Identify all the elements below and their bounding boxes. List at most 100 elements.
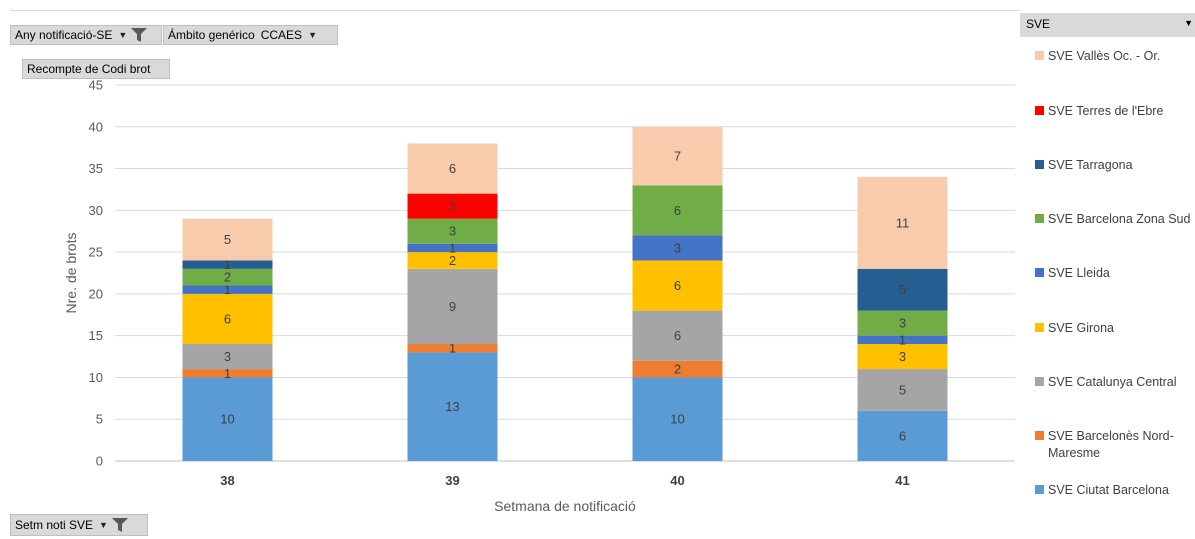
bar-segment — [857, 176, 948, 269]
bar-segment — [857, 335, 948, 345]
year-filter-button[interactable]: Any notificació-SE ▼ — [10, 25, 162, 45]
legend-swatch — [1035, 106, 1044, 115]
bar-segment — [182, 268, 273, 286]
legend-swatch — [1035, 268, 1044, 277]
legend-swatch — [1035, 51, 1044, 60]
data-label: 6 — [674, 278, 681, 293]
legend-item[interactable]: SVE Terres de l'Ebre — [1035, 103, 1163, 120]
legend-swatch — [1035, 485, 1044, 494]
legend-label: SVE Catalunya Central — [1048, 375, 1177, 389]
filter-icon — [131, 28, 148, 42]
data-label: 9 — [449, 299, 456, 314]
x-tick-label: 40 — [670, 473, 684, 488]
chevron-down-icon: ▼ — [118, 30, 128, 40]
data-label: 6 — [674, 328, 681, 343]
data-label: 1 — [449, 240, 456, 255]
x-axis-label: Setmana de notificació — [494, 498, 636, 514]
x-tick-label: 41 — [895, 473, 909, 488]
y-tick-label: 15 — [89, 328, 103, 343]
bar-segment — [407, 243, 498, 253]
bar-segment — [632, 310, 723, 361]
legend-item[interactable]: SVE Lleida — [1035, 265, 1110, 282]
bar-segment — [182, 377, 273, 461]
data-label: 5 — [899, 382, 906, 397]
bar-segment — [182, 218, 273, 261]
data-label: 3 — [224, 349, 231, 364]
bar-segment — [182, 369, 273, 378]
y-tick-label: 20 — [89, 286, 103, 301]
bar-segment — [632, 377, 723, 461]
legend-item[interactable]: SVE Catalunya Central — [1035, 374, 1177, 391]
y-tick-label: 35 — [89, 161, 103, 176]
legend-label: SVE Tarragona — [1048, 158, 1133, 172]
legend-item[interactable]: SVE Barcelona Zona Sud — [1035, 211, 1190, 228]
legend-label: SVE Terres de l'Ebre — [1048, 104, 1164, 118]
legend-label: SVE Ciutat Barcelona — [1048, 483, 1169, 497]
y-tick-label: 0 — [96, 454, 103, 469]
bar-segment — [407, 218, 498, 244]
data-label: 3 — [899, 349, 906, 364]
data-label: 3 — [449, 199, 456, 214]
data-label: 6 — [899, 428, 906, 443]
bar-segment — [407, 268, 498, 345]
y-tick-label: 5 — [96, 412, 103, 427]
legend-label: SVE Barcelonès Nord-Maresme — [1048, 429, 1174, 460]
ambit-filter-value: CCAES — [260, 28, 303, 42]
legend-item[interactable]: SVE Barcelonès Nord-Maresme — [1035, 428, 1188, 462]
bar-segment — [632, 235, 723, 261]
bar-segment — [632, 360, 723, 378]
legend-swatch — [1035, 160, 1044, 169]
top-border — [10, 10, 1020, 11]
y-tick-label: 10 — [89, 370, 103, 385]
data-label: 1 — [224, 257, 231, 272]
bar-segment — [407, 193, 498, 219]
data-label: 1 — [224, 282, 231, 297]
bar-segment — [632, 126, 723, 186]
bar-segment — [857, 410, 948, 461]
legend-item[interactable]: SVE Girona — [1035, 320, 1114, 337]
bar-segment — [857, 268, 948, 311]
chevron-down-icon: ▼ — [1184, 18, 1193, 28]
measure-field-button[interactable]: Recompte de Codi brot — [22, 59, 170, 79]
legend-item[interactable]: SVE Ciutat Barcelona — [1035, 482, 1169, 499]
filter-icon — [111, 518, 128, 532]
data-label: 6 — [224, 311, 231, 326]
legend-label: SVE Girona — [1048, 321, 1115, 335]
year-filter-label: Any notificació-SE — [15, 28, 113, 42]
bar-segment — [407, 252, 498, 269]
axis-field-button[interactable]: Setm noti SVE ▼ — [10, 514, 148, 536]
chevron-down-icon: ▼ — [99, 520, 108, 530]
legend-header-label: SVE — [1026, 17, 1051, 31]
bar-segment — [857, 344, 948, 370]
bar-segment — [182, 344, 273, 370]
bar-segment — [407, 352, 498, 461]
legend-label: SVE Barcelona Zona Sud — [1048, 212, 1191, 226]
data-label: 7 — [674, 149, 681, 164]
bar-segment — [182, 293, 273, 345]
legend-item[interactable]: SVE Vallès Oc. - Or. — [1035, 48, 1160, 65]
legend-swatch — [1035, 431, 1044, 440]
legend-item[interactable]: SVE Tarragona — [1035, 157, 1133, 174]
data-label: 10 — [220, 412, 234, 427]
ambit-filter-button[interactable]: Ámbito genérico CCAES ▼ — [163, 25, 338, 45]
data-label: 1 — [899, 332, 906, 347]
bar-segment — [632, 260, 723, 311]
data-label: 5 — [899, 282, 906, 297]
bar-segment — [857, 369, 948, 411]
bar-segment — [407, 344, 498, 353]
x-tick-label: 39 — [445, 473, 459, 488]
legend-swatch — [1035, 214, 1044, 223]
legend-label: SVE Lleida — [1048, 266, 1110, 280]
x-tick-label: 38 — [220, 473, 234, 488]
bar-segment — [182, 260, 273, 269]
bar-segment — [407, 143, 498, 194]
data-label: 3 — [449, 224, 456, 239]
data-label: 2 — [449, 253, 456, 268]
data-label: 13 — [445, 399, 459, 414]
measure-field-label: Recompte de Codi brot — [27, 62, 151, 76]
data-label: 6 — [674, 203, 681, 218]
legend-header[interactable]: SVE ▼ — [1020, 13, 1195, 37]
y-tick-label: 25 — [89, 245, 103, 260]
y-axis-label: Nre. de brots — [63, 233, 79, 314]
